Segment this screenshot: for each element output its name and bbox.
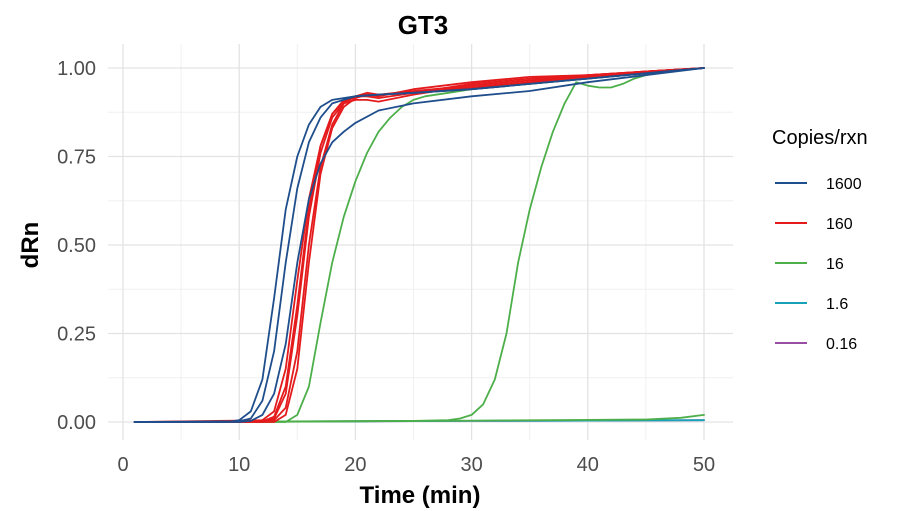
- grid: [108, 44, 733, 440]
- series-line-160: [133, 67, 705, 423]
- y-tick-label: 0.25: [57, 324, 96, 346]
- series-line-1600: [133, 67, 705, 423]
- legend-label-160: 160: [826, 216, 853, 233]
- legend-label-16: 16: [826, 256, 844, 273]
- legend-label-1600: 1600: [826, 176, 862, 193]
- y-axis-ticks: 0.00 0.25 0.50 0.75 1.00: [57, 58, 96, 434]
- legend-label-1.6: 1.6: [826, 296, 848, 313]
- legend: Copies/rxn 1600 160 16 1.6 0.16: [772, 127, 868, 353]
- x-tick-label: 20: [344, 454, 366, 476]
- x-axis-title: Time (min): [360, 482, 481, 509]
- legend-title: Copies/rxn: [772, 127, 868, 149]
- series-line-1600: [133, 67, 705, 423]
- x-tick-label: 0: [117, 454, 128, 476]
- legend-label-0.16: 0.16: [826, 336, 857, 353]
- x-tick-label: 30: [460, 454, 482, 476]
- chart-title: GT3: [398, 10, 449, 40]
- y-tick-label: 0.75: [57, 147, 96, 169]
- x-tick-label: 10: [228, 454, 250, 476]
- y-tick-label: 1.00: [57, 58, 96, 80]
- x-axis-ticks: 0 10 20 30 40 50: [117, 454, 715, 476]
- y-tick-label: 0.00: [57, 412, 96, 434]
- x-tick-label: 40: [577, 454, 599, 476]
- series-line-16: [133, 67, 705, 423]
- plot-lines: [133, 67, 705, 423]
- y-tick-label: 0.50: [57, 235, 96, 257]
- y-axis-title: dRn: [17, 222, 44, 269]
- x-tick-label: 50: [693, 454, 715, 476]
